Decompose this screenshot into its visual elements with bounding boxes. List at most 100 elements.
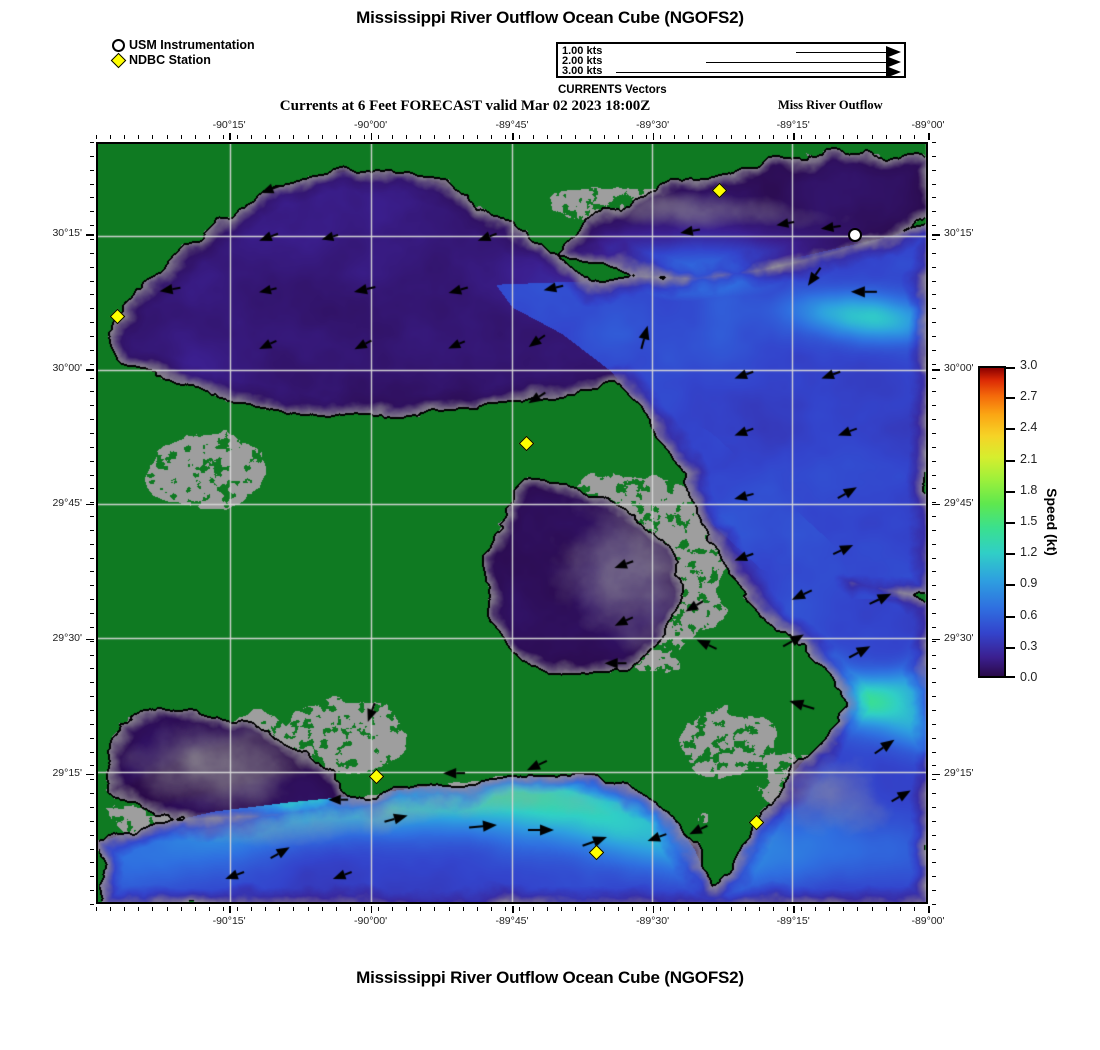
x-minor-tick	[772, 907, 774, 911]
y-minor-tick	[932, 142, 936, 143]
y-minor-tick	[90, 807, 94, 809]
vector-key-label-2: 2.00 kts	[562, 55, 603, 67]
ndbc-station-marker[interactable]	[519, 435, 535, 452]
x-minor-tick	[645, 907, 647, 911]
y-minor-tick	[90, 737, 94, 739]
y-minor-tick	[932, 640, 936, 642]
x-tick-label: -89°15'	[776, 119, 810, 131]
x-minor-tick	[166, 907, 168, 911]
y-minor-tick	[90, 820, 94, 822]
x-minor-tick	[180, 135, 182, 139]
vector-key-row-1: 1.00 kts	[558, 45, 904, 58]
x-minor-tick	[913, 907, 915, 911]
y-minor-tick	[90, 890, 94, 892]
legend-label-ndbc: NDBC Station	[129, 53, 211, 67]
y-minor-tick	[932, 225, 936, 227]
x-minor-tick	[519, 907, 521, 911]
x-minor-tick	[110, 135, 112, 139]
y-minor-tick	[90, 710, 94, 712]
x-minor-tick	[293, 135, 295, 139]
vector-shaft-1	[796, 52, 886, 53]
usm-instrumentation-marker[interactable]	[847, 227, 862, 242]
x-major-tick	[652, 906, 655, 913]
y-minor-tick	[932, 391, 936, 393]
ndbc-station-marker[interactable]	[588, 844, 605, 861]
colorbar-tick-label: 1.5	[1020, 514, 1038, 528]
y-minor-tick	[90, 446, 94, 448]
y-major-tick	[86, 369, 94, 371]
x-tick-label: -90°15'	[212, 119, 246, 131]
x-major-tick	[793, 906, 795, 913]
x-major-tick	[370, 906, 373, 913]
axis-longitude-top: -90°15' -90°00' -89°45' -89°30' -89°15' -89°0…	[96, 119, 945, 140]
y-minor-tick	[90, 543, 94, 545]
x-minor-tick	[124, 135, 126, 139]
y-minor-tick	[90, 308, 94, 310]
x-tick-label: -89°00'	[911, 915, 945, 927]
y-minor-tick	[90, 280, 94, 282]
station-legend: USM Instrumentation NDBC Station	[110, 38, 255, 69]
y-minor-tick	[932, 169, 936, 171]
vector-shaft-3	[616, 72, 886, 73]
diamond-marker-icon	[110, 52, 127, 69]
x-minor-tick	[674, 135, 676, 139]
y-tick-label: 29°45'	[944, 496, 974, 509]
x-major-tick	[229, 133, 231, 140]
x-minor-tick	[533, 907, 535, 911]
y-minor-tick	[932, 834, 936, 836]
x-tick-label: -90°15'	[212, 915, 246, 927]
y-minor-tick	[90, 793, 94, 795]
x-minor-tick	[293, 907, 295, 911]
x-minor-tick	[378, 907, 380, 911]
ndbc-station-marker[interactable]	[711, 183, 727, 199]
x-minor-tick	[265, 135, 267, 139]
x-minor-tick	[533, 135, 535, 139]
ndbc-station-marker[interactable]	[748, 814, 765, 831]
x-minor-tick	[899, 907, 901, 911]
y-major-tick	[932, 773, 940, 776]
x-minor-tick	[349, 907, 351, 911]
y-minor-tick	[932, 516, 936, 518]
x-minor-tick	[603, 907, 605, 911]
x-minor-tick	[434, 135, 436, 139]
y-minor-tick	[932, 848, 936, 850]
x-minor-tick	[547, 135, 549, 139]
x-tick-label: -89°00'	[911, 119, 945, 131]
x-minor-tick	[152, 135, 154, 139]
ndbc-station-marker[interactable]	[109, 309, 125, 325]
x-tick-label: -89°30'	[636, 119, 670, 131]
x-minor-tick	[434, 907, 436, 911]
colorbar-tick	[1006, 646, 1015, 649]
y-minor-tick	[90, 155, 94, 157]
x-minor-tick	[603, 135, 605, 139]
y-minor-tick	[90, 696, 94, 698]
legend-label-usm: USM Instrumentation	[129, 38, 255, 52]
x-minor-tick	[730, 135, 732, 139]
colorbar-tick-label: 2.1	[1020, 451, 1038, 466]
map-plot-area[interactable]	[96, 142, 928, 904]
x-minor-tick	[631, 135, 633, 139]
x-minor-tick	[307, 907, 309, 911]
speed-colorbar[interactable]: 3.0 2.7 2.4 2.1 1.8 1.5 1.2 0.9 0.6 0.3 0.0 Speed …	[978, 358, 1060, 684]
x-minor-tick	[335, 135, 337, 139]
y-minor-tick	[90, 225, 94, 227]
current-speed-heatmap[interactable]	[98, 144, 926, 902]
x-major-tick	[652, 133, 655, 140]
x-tick-label: -89°30'	[636, 915, 670, 927]
x-minor-tick	[363, 135, 365, 139]
x-major-tick	[512, 133, 514, 140]
y-tick-label: 30°15'	[944, 227, 974, 240]
ndbc-station-marker[interactable]	[368, 769, 384, 785]
vector-head-2	[886, 56, 901, 68]
y-minor-tick	[90, 142, 94, 143]
x-minor-tick	[96, 135, 97, 139]
x-minor-tick	[899, 135, 901, 139]
x-minor-tick	[871, 907, 873, 911]
x-minor-tick	[843, 135, 845, 139]
x-major-tick	[928, 133, 930, 140]
y-major-tick	[86, 234, 94, 236]
circle-marker-icon	[112, 39, 125, 52]
x-minor-tick	[279, 135, 281, 139]
vector-head-3	[886, 66, 901, 78]
y-tick-label: 29°30'	[944, 631, 974, 644]
